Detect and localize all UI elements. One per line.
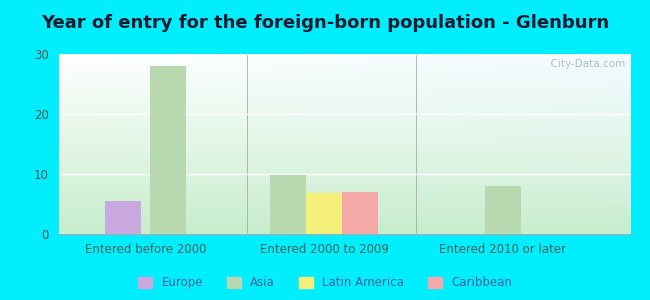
Bar	[306, 193, 342, 234]
Bar	[342, 192, 378, 234]
Bar	[485, 186, 521, 234]
Bar	[150, 66, 186, 234]
Text: City-Data.com: City-Data.com	[543, 59, 625, 69]
Bar	[105, 201, 141, 234]
Text: Year of entry for the foreign-born population - Glenburn: Year of entry for the foreign-born popul…	[41, 14, 609, 32]
Bar	[270, 175, 306, 234]
Legend: Europe, Asia, Latin America, Caribbean: Europe, Asia, Latin America, Caribbean	[133, 272, 517, 294]
